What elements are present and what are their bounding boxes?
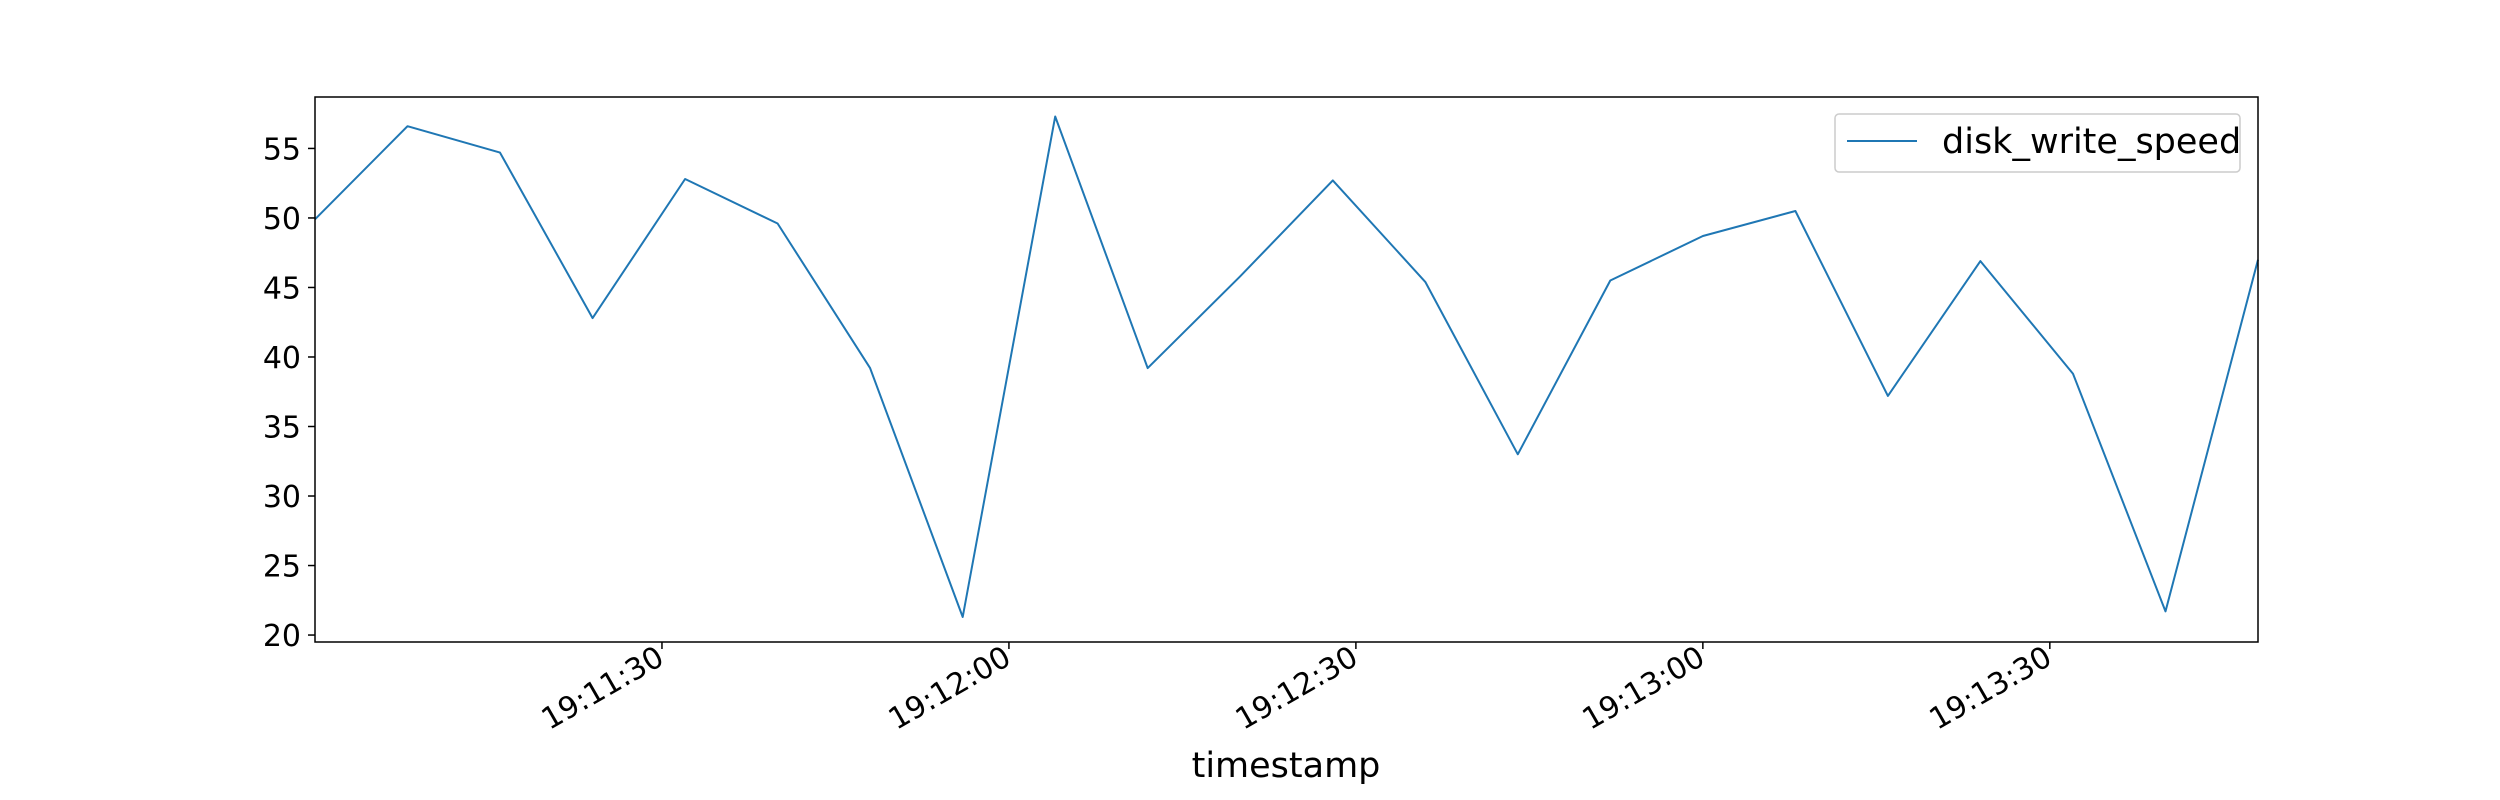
y-axis-ticks: 20 25 30 35 40 45 50 55 xyxy=(263,132,315,654)
x-axis-label: timestamp xyxy=(1192,746,1381,786)
plot-frame xyxy=(314,96,2259,643)
legend: disk_write_speed xyxy=(1834,113,2241,173)
y-tick-label: 35 xyxy=(263,411,301,446)
series-group xyxy=(314,115,2259,618)
legend-box xyxy=(1834,113,2241,173)
y-tick-label: 20 xyxy=(263,619,301,654)
legend-label-disk-write-speed: disk_write_speed xyxy=(1942,122,2241,162)
y-tick-label: 50 xyxy=(263,202,301,237)
y-tick-label: 40 xyxy=(263,341,301,376)
series-line-disk-write-speed xyxy=(314,115,2259,618)
y-tick-label: 30 xyxy=(263,480,301,515)
y-tick-label: 55 xyxy=(263,132,301,167)
y-tick-label: 45 xyxy=(263,271,301,306)
y-tick-label: 25 xyxy=(263,550,301,585)
